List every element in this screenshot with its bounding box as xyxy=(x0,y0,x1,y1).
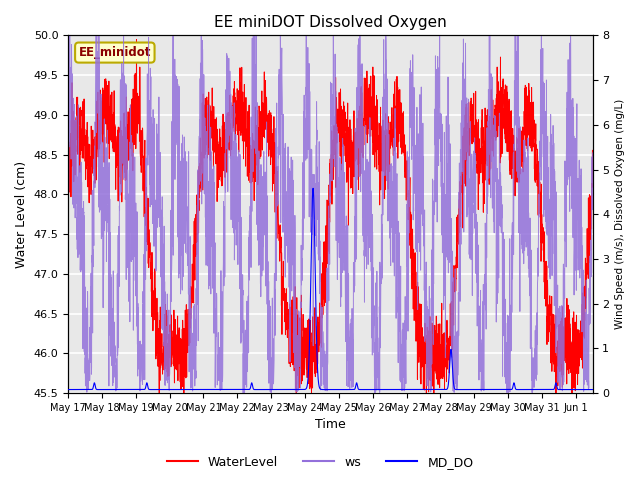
X-axis label: Time: Time xyxy=(315,419,346,432)
Y-axis label: Wind Speed (m/s), Dissolved Oxygen (mg/L): Wind Speed (m/s), Dissolved Oxygen (mg/L… xyxy=(615,99,625,329)
Y-axis label: Water Level (cm): Water Level (cm) xyxy=(15,161,28,268)
Legend: WaterLevel, ws, MD_DO: WaterLevel, ws, MD_DO xyxy=(161,451,479,474)
Title: EE miniDOT Dissolved Oxygen: EE miniDOT Dissolved Oxygen xyxy=(214,15,447,30)
Text: EE_minidot: EE_minidot xyxy=(79,46,151,59)
